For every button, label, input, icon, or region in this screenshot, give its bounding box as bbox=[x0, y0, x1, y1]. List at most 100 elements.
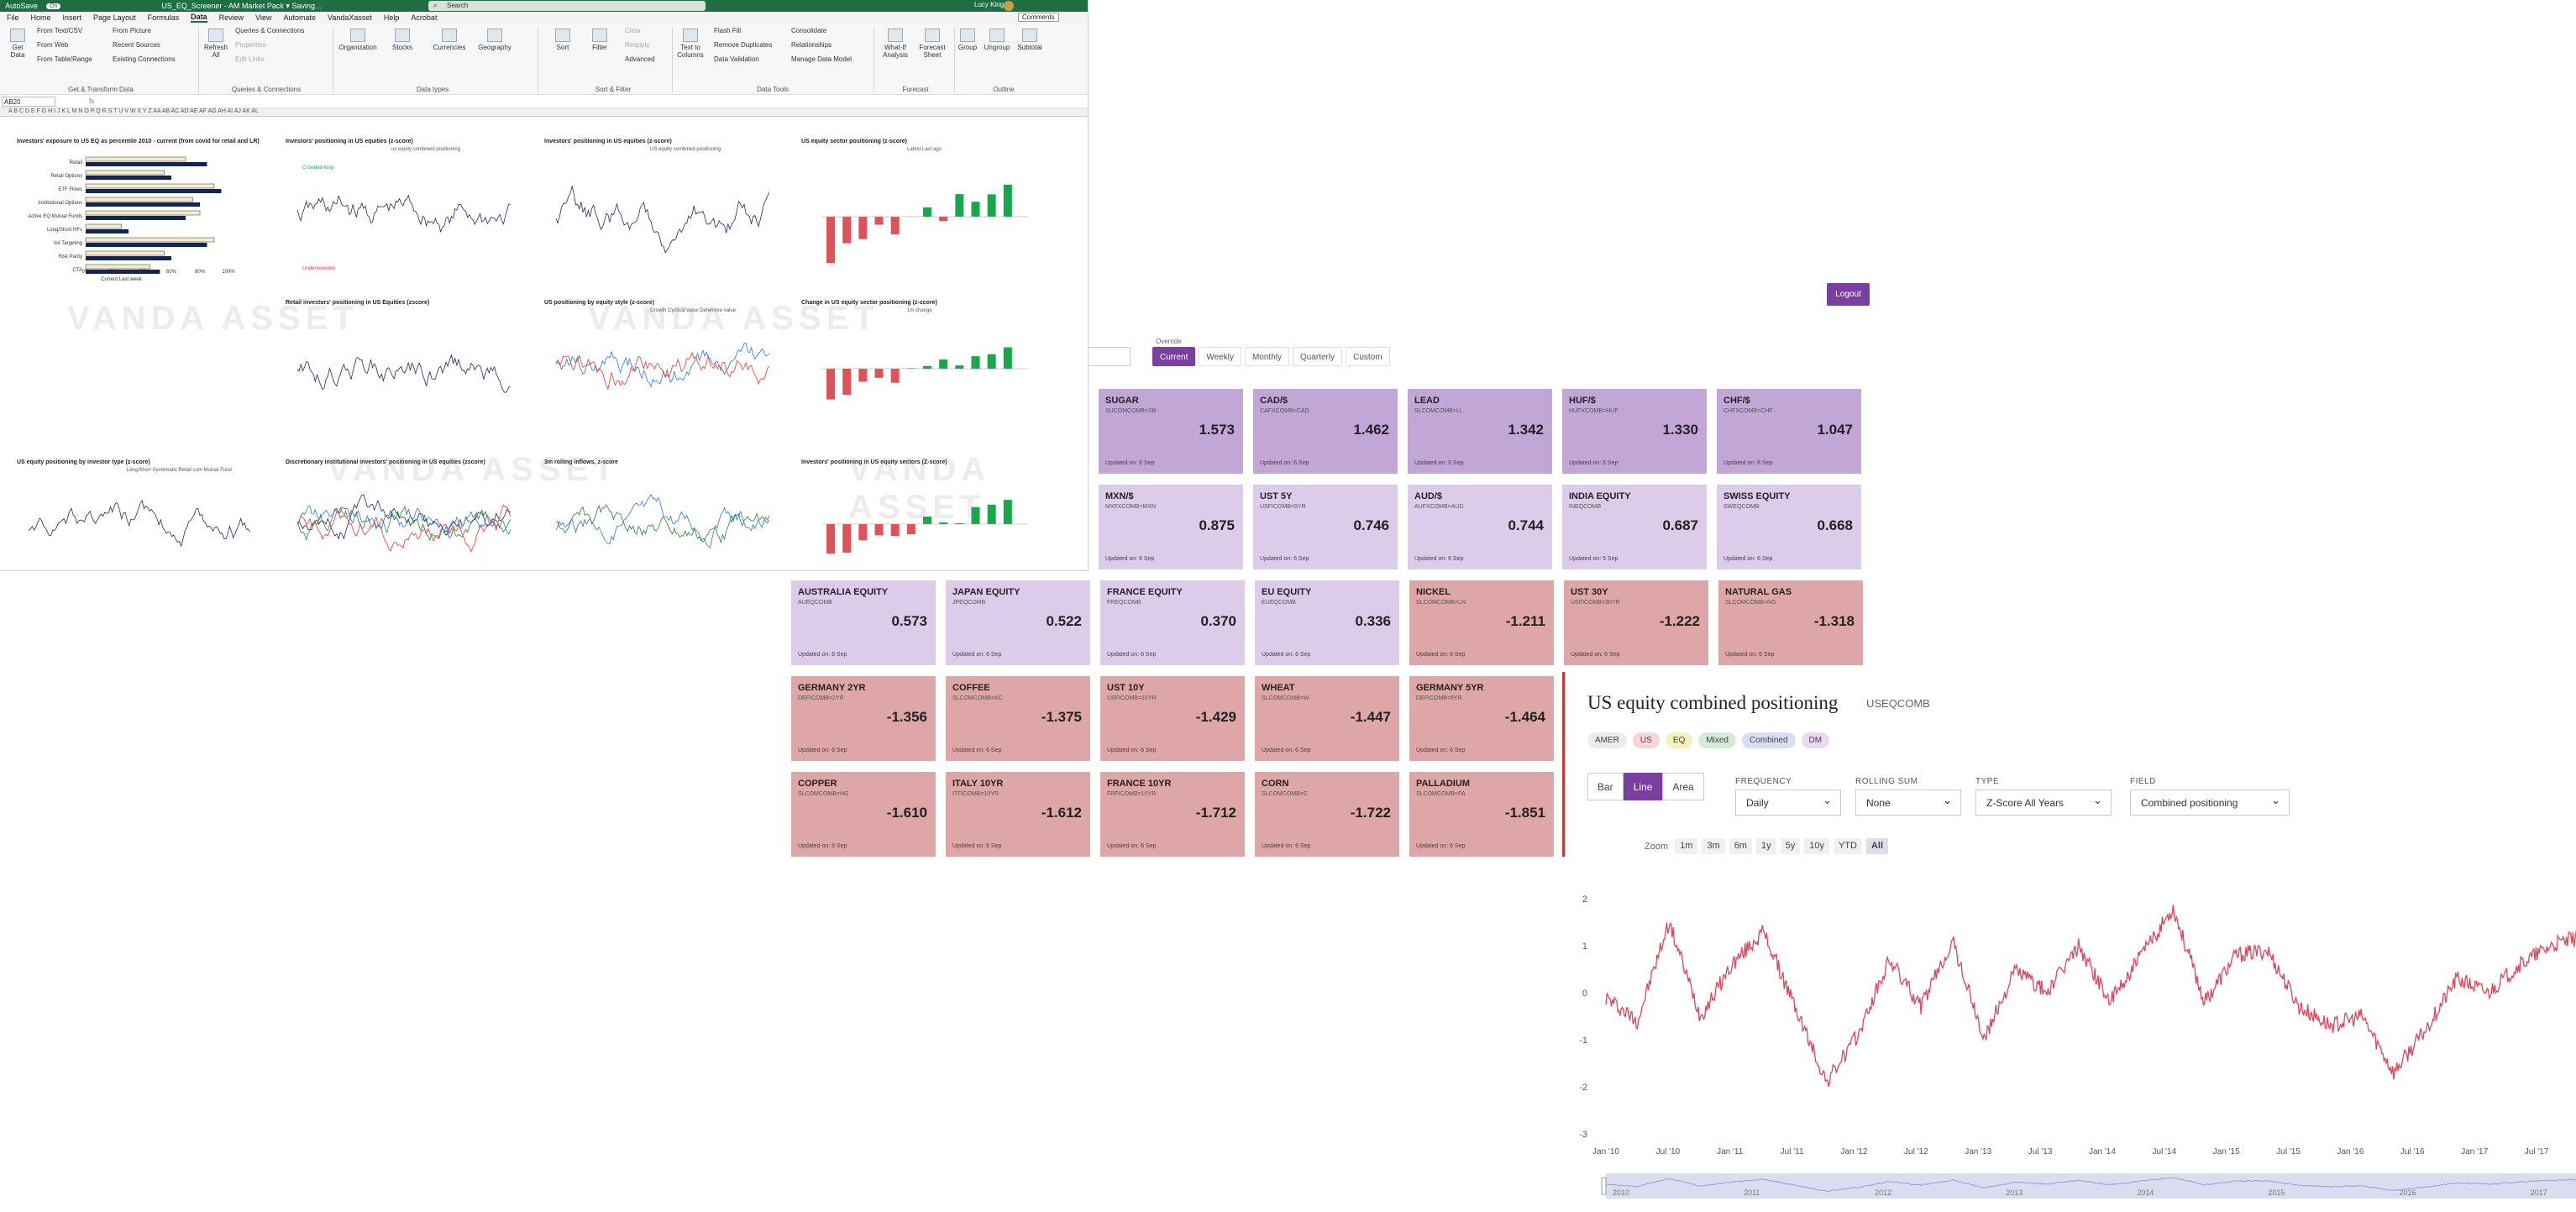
tile-coffee[interactable]: COFFEE SLCOMCOMB=KC -1.375 Updated on: 6 Se… bbox=[946, 676, 1090, 761]
menu-item-vandaxasset[interactable]: VandaXasset bbox=[328, 13, 372, 22]
chart-type-bar[interactable]: Bar bbox=[1587, 773, 1624, 800]
menu-item-automate[interactable]: Automate bbox=[283, 13, 317, 22]
reapply-button[interactable]: Reapply bbox=[625, 41, 650, 49]
remove-duplicates-button[interactable]: Remove Duplicates bbox=[714, 41, 773, 49]
zoom-1m[interactable]: 1m bbox=[1675, 838, 1698, 854]
tile-wheat[interactable]: WHEAT SLCOMCOMB=W -1.447 Updated on: 6 Sep bbox=[1255, 676, 1399, 761]
zoom-10y[interactable]: 10y bbox=[1804, 838, 1829, 854]
tile-france-10yr[interactable]: FRANCE 10YR FRFICOMB=10YR -1.712 Updated on… bbox=[1100, 772, 1245, 857]
zoom-all[interactable]: All bbox=[1865, 838, 1889, 854]
tile-india-equity[interactable]: INDIA EQUITY INEQCOMB 0.687 Updated on: 5 S… bbox=[1562, 485, 1707, 569]
tile-aud-[interactable]: AUD/$ AUFXCOMB=AUD 0.744 Updated on: 6 Sep bbox=[1408, 485, 1552, 569]
period-tab-current[interactable]: Current bbox=[1152, 347, 1196, 366]
field-select[interactable]: Combined positioning bbox=[2130, 788, 2290, 816]
properties-button[interactable]: Properties bbox=[235, 41, 266, 49]
menu-item-page-layout[interactable]: Page Layout bbox=[93, 13, 136, 22]
tile-swiss-equity[interactable]: SWISS EQUITY SWEQCOMB 0.668 Updated on: 6 S… bbox=[1717, 485, 1861, 569]
clear-button[interactable]: Clear bbox=[625, 27, 642, 34]
tile-ust-5y[interactable]: UST 5Y USFICOMB=5YR 0.746 Updated on: 6 Sep bbox=[1253, 485, 1398, 569]
manage-data-model-button[interactable]: Manage Data Model bbox=[791, 55, 853, 63]
autosave-toggle[interactable]: On bbox=[46, 3, 61, 9]
tile-palladium[interactable]: PALLADIUM SLCOMCOMB=PA -1.851 Updated on: 6… bbox=[1409, 772, 1554, 857]
tile-germany-2yr[interactable]: GERMANY 2YR DEFICOMB=2YR -1.356 Updated on:… bbox=[791, 676, 936, 761]
from-picture-button[interactable]: From Picture bbox=[113, 27, 151, 34]
mini-chart[interactable]: Investors' positioning in US equities (z… bbox=[544, 139, 779, 283]
region-tag-amer[interactable]: AMER bbox=[1587, 732, 1627, 748]
mini-chart[interactable]: 3m rolling inflows, z-score bbox=[544, 459, 779, 570]
data-validation-button[interactable]: Data Validation bbox=[714, 55, 759, 63]
edit-links-button[interactable]: Edit Links bbox=[235, 55, 265, 63]
tile-nickel[interactable]: NICKEL SLCOMCOMB=LN -1.211 Updated on: 6 Se… bbox=[1409, 580, 1554, 665]
tile-copper[interactable]: COPPER SLCOMCOMB=HG -1.610 Updated on: 6 Se… bbox=[791, 772, 936, 857]
menu-item-home[interactable]: Home bbox=[30, 13, 51, 22]
region-tag-mixed[interactable]: Mixed bbox=[1698, 732, 1736, 748]
asset-select[interactable] bbox=[1089, 347, 1131, 366]
refresh-all-button[interactable]: Refresh All bbox=[202, 29, 230, 59]
ungroup-button[interactable]: Ungroup bbox=[983, 29, 1011, 51]
tile-japan-equity[interactable]: JAPAN EQUITY JPEQCOMB 0.522 Updated on: 6 S… bbox=[946, 580, 1090, 665]
period-tab-monthly[interactable]: Monthly bbox=[1244, 347, 1289, 366]
frequency-select[interactable]: Daily bbox=[1735, 788, 1841, 816]
navigator[interactable] bbox=[1606, 1173, 2576, 1199]
tile-ust-30y[interactable]: UST 30Y USFICOMB=30YR -1.222 Updated on: 6 … bbox=[1564, 580, 1708, 665]
avatar[interactable] bbox=[1004, 1, 1014, 11]
mini-chart[interactable]: Investors' positioning in US equities (z… bbox=[286, 139, 521, 283]
tile-germany-5yr[interactable]: GERMANY 5YR DEFICOMB=5YR -1.464 Updated on:… bbox=[1409, 676, 1554, 761]
tile-australia-equity[interactable]: AUSTRALIA EQUITY AUEQCOMB 0.573 Updated on:… bbox=[791, 580, 936, 665]
sort-button[interactable]: Sort bbox=[553, 29, 573, 51]
comments-button[interactable]: Comments bbox=[1018, 13, 1059, 22]
filter-button[interactable]: Filter bbox=[588, 29, 611, 51]
stocks-button[interactable]: Stocks bbox=[388, 29, 417, 51]
zoom-3m[interactable]: 3m bbox=[1702, 838, 1725, 854]
tile-eu-equity[interactable]: EU EQUITY EUEQCOMB 0.336 Updated on: 6 Sep bbox=[1255, 580, 1399, 665]
menu-item-insert[interactable]: Insert bbox=[62, 13, 82, 22]
flash-fill-button[interactable]: Flash Fill bbox=[714, 27, 742, 34]
forecast-sheet-button[interactable]: Forecast Sheet bbox=[917, 29, 947, 59]
tile-sugar[interactable]: SUGAR SUCOMCOMB=SB 1.573 Updated on: 6 Sep bbox=[1099, 389, 1243, 474]
name-box[interactable]: AB20 bbox=[2, 96, 55, 107]
tile-huf-[interactable]: HUF/$ HUFXCOMB=HUF 1.330 Updated on: 6 Sep bbox=[1562, 389, 1707, 474]
tile-chf-[interactable]: CHF/$ CHFXCOMB=CHF 1.047 Updated on: 6 Sep bbox=[1717, 389, 1861, 474]
mini-chart[interactable]: Discretionary institutional investors' p… bbox=[286, 459, 521, 570]
tile-france-equity[interactable]: FRANCE EQUITY FREQCOMB 0.370 Updated on: 6 … bbox=[1100, 580, 1245, 665]
mini-chart[interactable]: Investors' positioning in US equity sect… bbox=[801, 459, 1036, 570]
menu-item-formulas[interactable]: Formulas bbox=[147, 13, 180, 22]
period-tab-quarterly[interactable]: Quarterly bbox=[1292, 347, 1343, 366]
rolling-sum-select[interactable]: None bbox=[1855, 788, 1961, 816]
menu-item-file[interactable]: File bbox=[7, 13, 19, 22]
from-table-range-button[interactable]: From Table/Range bbox=[37, 55, 92, 63]
group-button[interactable]: Group bbox=[956, 29, 979, 51]
recent-sources-button[interactable]: Recent Sources bbox=[113, 41, 160, 49]
tile-natural-gas[interactable]: NATURAL GAS SLCOMCOMB=NG -1.318 Updated on:… bbox=[1718, 580, 1863, 665]
existing-connections-button[interactable]: Existing Connections bbox=[113, 55, 176, 63]
chart-type-line[interactable]: Line bbox=[1623, 773, 1663, 800]
get-data-button[interactable]: Get Data bbox=[5, 29, 30, 59]
mini-chart[interactable]: Investors' exposure to US EQ as percenti… bbox=[17, 139, 260, 283]
menu-item-data[interactable]: Data bbox=[191, 13, 207, 23]
period-tab-weekly[interactable]: Weekly bbox=[1199, 347, 1241, 366]
region-tag-us[interactable]: US bbox=[1632, 732, 1660, 748]
region-tag-eq[interactable]: EQ bbox=[1665, 732, 1693, 748]
consolidate-button[interactable]: Consolidate bbox=[791, 27, 827, 34]
type-select[interactable]: Z-Score All Years bbox=[1975, 788, 2112, 816]
zoom-5y[interactable]: 5y bbox=[1780, 838, 1801, 854]
menu-item-view[interactable]: View bbox=[255, 13, 272, 22]
zoom-ytd[interactable]: YTD bbox=[1833, 838, 1862, 854]
mini-chart[interactable]: Change in US equity sector positioning (… bbox=[801, 300, 1036, 426]
logout-button[interactable]: Logout bbox=[1827, 283, 1870, 306]
geography-button[interactable]: Geography bbox=[475, 29, 514, 51]
region-tag-combined[interactable]: Combined bbox=[1741, 732, 1796, 748]
zoom-1y[interactable]: 1y bbox=[1755, 838, 1776, 854]
organization-button[interactable]: Organization bbox=[336, 29, 380, 51]
mini-chart[interactable]: US equity positioning by investor type (… bbox=[17, 459, 260, 570]
worksheet[interactable]: Investors' exposure to US EQ as percenti… bbox=[0, 132, 1088, 570]
zoom-6m[interactable]: 6m bbox=[1729, 838, 1752, 854]
navigator-handle[interactable] bbox=[1601, 1177, 1607, 1195]
mini-chart[interactable]: Retail investors' positioning in US Equi… bbox=[286, 300, 521, 426]
search-input[interactable]: ⌕ Search bbox=[428, 1, 706, 11]
text-to-columns-button[interactable]: Text to Columns bbox=[675, 29, 706, 59]
menu-item-review[interactable]: Review bbox=[218, 13, 244, 22]
tile-ust-10y[interactable]: UST 10Y USFICOMB=10YR -1.429 Updated on: 6 … bbox=[1100, 676, 1245, 761]
relationships-button[interactable]: Relationships bbox=[791, 41, 832, 49]
tile-cad-[interactable]: CAD/$ CAFXCOMB=CAD 1.462 Updated on: 6 Sep bbox=[1253, 389, 1398, 474]
